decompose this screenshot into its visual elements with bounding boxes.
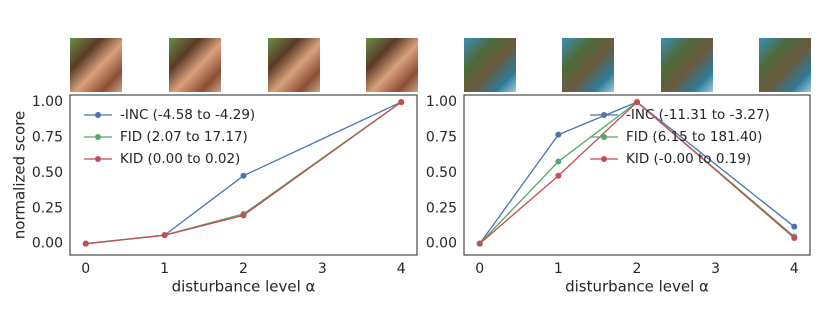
y-tick-label: 1.00 xyxy=(426,94,457,110)
data-point xyxy=(240,212,247,219)
legend-label: FID (6.15 to 181.40) xyxy=(626,129,762,145)
plot-area xyxy=(463,94,811,256)
data-point xyxy=(555,131,562,138)
series-line xyxy=(479,101,795,245)
x-tick-label: 0 xyxy=(81,261,90,277)
legend-marker xyxy=(601,156,607,162)
y-tick-label: 0.00 xyxy=(32,236,63,252)
legend-label: -INC (-4.58 to -4.29) xyxy=(120,107,255,123)
data-point xyxy=(634,99,640,106)
legend-marker xyxy=(601,134,607,140)
data-point xyxy=(398,99,405,106)
x-axis-label: disturbance level α xyxy=(172,278,316,296)
data-point xyxy=(161,232,168,239)
thumbnails xyxy=(70,38,811,92)
x-tick-label: 2 xyxy=(239,261,248,277)
data-point xyxy=(555,172,562,179)
data-point xyxy=(791,235,798,242)
data-point xyxy=(240,172,247,179)
y-tick-label: 0.00 xyxy=(426,236,457,252)
x-tick-label: 3 xyxy=(711,261,720,277)
y-tick-label: 0.75 xyxy=(32,129,63,145)
x-tick-label: 4 xyxy=(790,261,799,277)
series-line xyxy=(479,101,795,245)
y-axis-label: normalized score xyxy=(11,111,29,239)
thumbnail xyxy=(268,38,320,92)
y-tick-label: 0.25 xyxy=(32,200,63,216)
y-tick-label: 1.00 xyxy=(32,94,63,110)
x-tick-label: 3 xyxy=(318,261,327,277)
thumbnail xyxy=(169,38,221,92)
data-point xyxy=(82,240,89,247)
y-tick-label: 0.25 xyxy=(426,200,457,216)
x-tick-label: 4 xyxy=(397,261,406,277)
legend-marker xyxy=(95,112,101,118)
legend-label: KID (-0.00 to 0.19) xyxy=(626,151,751,167)
legend-label: KID (0.00 to 0.02) xyxy=(120,151,240,167)
thumbnail xyxy=(366,38,418,92)
thumbnail xyxy=(759,38,811,92)
data-point xyxy=(791,223,798,230)
legend-marker xyxy=(95,156,101,162)
x-tick-label: 0 xyxy=(475,261,484,277)
y-tick-label: 0.50 xyxy=(32,165,63,181)
data-point xyxy=(476,240,483,247)
x-tick-label: 1 xyxy=(554,261,563,277)
thumbnail xyxy=(70,38,122,92)
x-tick-label: 1 xyxy=(160,261,169,277)
y-tick-label: 0.50 xyxy=(426,165,457,181)
thumbnail xyxy=(661,38,713,92)
data-point xyxy=(555,158,562,165)
legend-marker xyxy=(95,134,101,140)
x-tick-label: 2 xyxy=(633,261,642,277)
x-axis-label: disturbance level α xyxy=(565,278,709,296)
legend-label: FID (2.07 to 17.17) xyxy=(120,129,248,145)
legend-label: -INC (-11.31 to -3.27) xyxy=(626,107,770,123)
series-line xyxy=(85,101,402,245)
legend-marker xyxy=(601,112,607,118)
thumbnail xyxy=(562,38,614,92)
thumbnail xyxy=(464,38,516,92)
y-tick-label: 0.75 xyxy=(426,129,457,145)
